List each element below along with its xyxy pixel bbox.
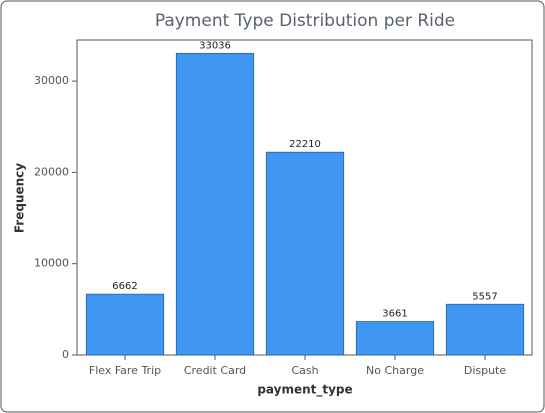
- bar: [445, 303, 525, 356]
- bar: [265, 151, 345, 356]
- x-tick-label: No Charge: [366, 364, 424, 377]
- y-tick-label: 0: [62, 348, 69, 361]
- bar: [85, 293, 165, 356]
- y-tick-label: 20000: [34, 165, 69, 178]
- value-label: 6662: [112, 281, 137, 292]
- x-axis-label: payment_type: [257, 383, 352, 398]
- x-tick-label: Flex Fare Trip: [89, 364, 161, 377]
- value-label: 5557: [472, 291, 497, 302]
- x-tick-label: Cash: [291, 364, 318, 377]
- value-label: 22210: [289, 139, 321, 150]
- value-label: 3661: [382, 309, 407, 320]
- bar: [175, 52, 255, 356]
- bar: [355, 321, 435, 356]
- y-tick-label: 10000: [34, 257, 69, 270]
- y-tick-label: 30000: [34, 74, 69, 87]
- value-label: 33036: [199, 40, 231, 51]
- x-tick-label: Credit Card: [184, 364, 246, 377]
- x-tick-label: Dispute: [464, 364, 507, 377]
- chart-title: Payment Type Distribution per Ride: [155, 11, 455, 31]
- y-axis-label: Frequency: [13, 163, 27, 233]
